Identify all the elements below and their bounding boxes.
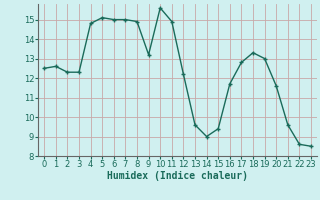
X-axis label: Humidex (Indice chaleur): Humidex (Indice chaleur) [107,171,248,181]
